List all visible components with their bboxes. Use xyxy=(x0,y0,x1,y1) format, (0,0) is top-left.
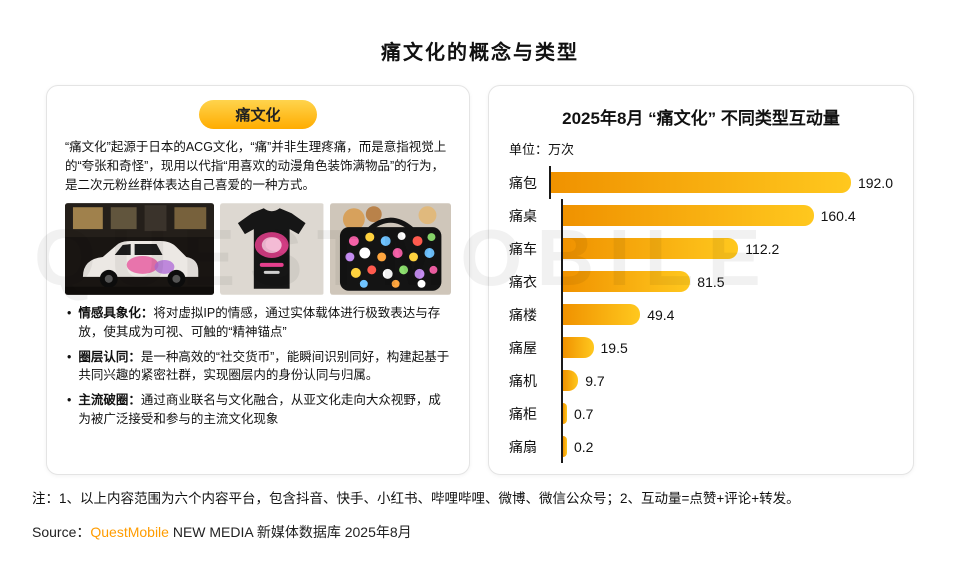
bullet-marker: • xyxy=(67,393,72,407)
bar-value-label: 9.7 xyxy=(585,372,605,389)
bar-row: 痛屋 19.5 xyxy=(509,331,893,364)
bar-row: 痛柜 0.7 xyxy=(509,397,893,430)
source-brand: QuestMobile xyxy=(90,523,169,540)
bar-category-label: 痛屋 xyxy=(509,339,537,356)
bar xyxy=(563,304,641,325)
bar-track: 81.5 xyxy=(561,265,893,298)
page-title: 痛文化的概念与类型 xyxy=(381,42,579,64)
bar-row: 痛扇 0.2 xyxy=(509,430,893,463)
concept-bullets: • 情感具象化：将对虚拟IP的情感，通过实体载体进行极致表达与存放，使其成为可视… xyxy=(65,304,451,429)
bar-category-label: 痛桌 xyxy=(509,207,537,224)
bullet-marker: • xyxy=(67,306,72,320)
bar-category-label: 痛楼 xyxy=(509,306,537,323)
bullet-item: • 主流破圈：通过商业联名与文化融合，从亚文化走向大众视野，成为被广泛接受和参与… xyxy=(65,391,451,429)
pain-tshirt-photo xyxy=(220,203,324,295)
bar-category-label: 痛机 xyxy=(509,372,537,389)
bar-row: 痛衣 81.5 xyxy=(509,265,893,298)
bar-value-label: 19.5 xyxy=(600,339,628,356)
bar-value-label: 0.2 xyxy=(574,438,594,455)
source-suffix: NEW MEDIA 新媒体数据库 2025年8月 xyxy=(168,523,412,540)
bullet-term: 圈层认同： xyxy=(78,349,141,364)
bar xyxy=(563,205,814,226)
bar xyxy=(563,403,567,424)
chart-unit-label: 单位：万次 xyxy=(509,142,575,157)
bar-row: 痛机 9.7 xyxy=(509,364,893,397)
chart-title: 2025年8月 “痛文化” 不同类型互动量 xyxy=(562,109,840,128)
bar-value-label: 81.5 xyxy=(697,273,725,290)
bar xyxy=(563,271,691,292)
bar-row: 痛楼 49.4 xyxy=(509,298,893,331)
source-line: Source：QuestMobile NEW MEDIA 新媒体数据库 2025… xyxy=(32,522,928,542)
itasha-car-photo xyxy=(65,203,215,295)
bar xyxy=(563,436,567,457)
bullet-item: • 情感具象化：将对虚拟IP的情感，通过实体载体进行极致表达与存放，使其成为可视… xyxy=(65,304,451,342)
bar-track: 192.0 xyxy=(548,166,893,199)
bar-value-label: 112.2 xyxy=(745,240,780,257)
bar-track: 160.4 xyxy=(561,199,893,232)
bullet-desc: 将对虚拟IP的情感，通过实体载体进行极致表达与存放，使其成为可视、可触的“精神锚… xyxy=(78,306,441,339)
bar-track: 49.4 xyxy=(561,298,893,331)
bullet-item: • 圈层认同：是一种高效的“社交货币”，能瞬间识别同好，构建起基于共同兴趣的紧密… xyxy=(65,348,451,386)
bar-track: 112.2 xyxy=(561,232,893,265)
report-slide: QUESTMOBILE 痛文化的概念与类型 痛文化 “痛文化”起源于日本的ACG… xyxy=(32,42,928,542)
ita-bag-photo xyxy=(329,203,451,295)
bar-category-label: 痛衣 xyxy=(509,273,537,290)
bullet-text: 圈层认同：是一种高效的“社交货币”，能瞬间识别同好，构建起基于共同兴趣的紧密社群… xyxy=(78,348,451,386)
concept-badge: 痛文化 xyxy=(199,100,317,129)
bullet-desc: 是一种高效的“社交货币”，能瞬间识别同好，构建起基于共同兴趣的紧密社群，实现圈层… xyxy=(78,349,450,383)
bar-track: 9.7 xyxy=(561,364,893,397)
bullet-text: 情感具象化：将对虚拟IP的情感，通过实体载体进行极致表达与存放，使其成为可视、可… xyxy=(78,304,451,342)
concept-intro: “痛文化”起源于日本的ACG文化，“痛”并非生理疼痛，而是意指视觉上的“夸张和奇… xyxy=(65,140,447,192)
bar-value-label: 192.0 xyxy=(857,174,893,191)
bar xyxy=(563,370,579,391)
bar-value-label: 49.4 xyxy=(647,306,675,323)
bar-value-label: 160.4 xyxy=(820,207,856,224)
chart-panel: 2025年8月 “痛文化” 不同类型互动量 单位：万次 痛包 192.0 痛桌 160… xyxy=(488,85,914,475)
bar-track: 19.5 xyxy=(561,331,893,364)
content-panels: 痛文化 “痛文化”起源于日本的ACG文化，“痛”并非生理疼痛，而是意指视觉上的“… xyxy=(46,85,914,475)
footnote: 注：1、以上内容范围为六个内容平台，包含抖音、快手、小红书、哔哩哔哩、微博、微信… xyxy=(32,491,800,506)
bullet-marker: • xyxy=(67,349,72,364)
bullet-text: 主流破圈：通过商业联名与文化融合，从亚文化走向大众视野，成为被广泛接受和参与的主… xyxy=(78,391,451,429)
concept-panel: 痛文化 “痛文化”起源于日本的ACG文化，“痛”并非生理疼痛，而是意指视觉上的“… xyxy=(46,85,470,475)
bullet-desc: 通过商业联名与文化融合，从亚文化走向大众视野，成为被广泛接受和参与的主流文化现象 xyxy=(78,393,441,426)
bar xyxy=(563,337,594,358)
bar-track: 0.2 xyxy=(561,430,893,463)
bar-row: 痛包 192.0 xyxy=(509,166,893,199)
bar-category-label: 痛扇 xyxy=(509,438,537,455)
bar-category-label: 痛车 xyxy=(509,240,537,257)
bar-value-label: 0.7 xyxy=(574,405,594,422)
example-images xyxy=(65,203,451,295)
bar-track: 0.7 xyxy=(561,397,893,430)
bar-category-label: 痛柜 xyxy=(509,405,537,422)
bar xyxy=(563,238,739,259)
bar-row: 痛桌 160.4 xyxy=(509,199,893,232)
bar xyxy=(550,172,851,193)
bar-rows: 痛包 192.0 痛桌 160.4 痛车 112.2 痛衣 81.5 痛楼 49.4 痛屋 19.5 痛… xyxy=(509,166,893,463)
bullet-term: 主流破圈： xyxy=(78,393,141,407)
source-prefix: Source： xyxy=(32,523,91,540)
bar-row: 痛车 112.2 xyxy=(509,232,893,265)
bar-category-label: 痛包 xyxy=(509,174,537,191)
bullet-term: 情感具象化： xyxy=(78,306,154,320)
